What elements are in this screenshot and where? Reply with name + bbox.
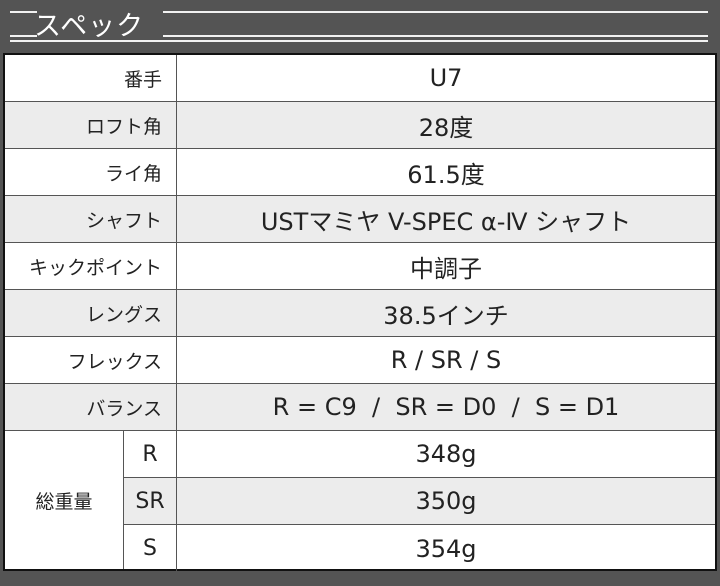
spec-label: 番手 xyxy=(5,55,177,101)
spec-value: R = C9 / SR = D0 / S = D1 xyxy=(272,393,620,421)
weight-value: 350g xyxy=(415,487,477,515)
flex-label: R xyxy=(124,431,177,477)
spec-value: 中調子 xyxy=(410,254,482,283)
flex-label: SR xyxy=(124,478,177,524)
table-row: キックポイント 中調子 xyxy=(5,243,715,290)
weight-value: 354g xyxy=(415,534,477,563)
spec-label: ロフト角 xyxy=(5,102,177,148)
weight-row: R 348g xyxy=(5,431,715,478)
table-row: ロフト角 28度 xyxy=(5,102,715,149)
table-row: ライ角 61.5度 xyxy=(5,149,715,196)
spec-value: 28度 xyxy=(418,113,474,142)
total-weight-label: 総重量 xyxy=(5,431,124,569)
spec-value: 38.5インチ xyxy=(383,301,509,330)
flex-label: S xyxy=(124,525,177,572)
spec-label: フレックス xyxy=(5,337,177,383)
table-row: バランス R = C9 / SR = D0 / S = D1 xyxy=(5,384,715,431)
spec-value: USTマミヤ V-SPEC α-Ⅳ シャフト xyxy=(260,207,632,236)
table-row: レングス 38.5インチ xyxy=(5,290,715,337)
table-row: 番手 U7 xyxy=(5,55,715,102)
weight-row: S 354g xyxy=(5,525,715,572)
spec-value: U7 xyxy=(429,64,463,92)
spec-value: 61.5度 xyxy=(407,160,485,189)
spec-value: R / SR / S xyxy=(390,346,502,374)
weight-value: 348g xyxy=(415,440,477,468)
section-title: スペック xyxy=(34,11,145,42)
spec-label: バランス xyxy=(5,384,177,430)
spec-label: ライ角 xyxy=(5,149,177,195)
spec-label: キックポイント xyxy=(5,243,177,289)
table-row: フレックス R / SR / S xyxy=(5,337,715,384)
spec-label: シャフト xyxy=(5,196,177,242)
table-row: シャフト USTマミヤ V-SPEC α-Ⅳ シャフト xyxy=(5,196,715,243)
spec-label: レングス xyxy=(5,290,177,336)
spec-table: 番手 U7 ロフト角 28度ライ角 61.5度シャフト USTマミヤ V-SPEC α-Ⅳ… xyxy=(3,53,717,572)
